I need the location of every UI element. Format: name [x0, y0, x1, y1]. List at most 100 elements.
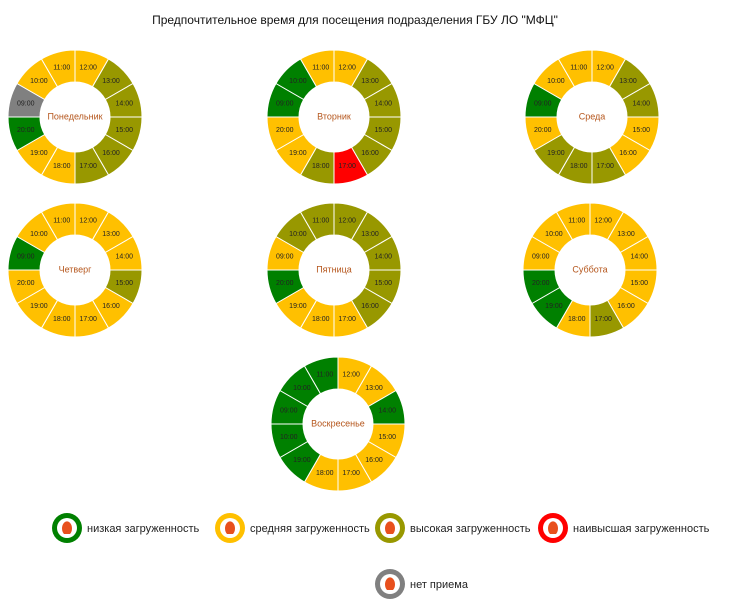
hour-label: 17:00 [79, 163, 97, 170]
hour-label: 16:00 [102, 303, 120, 310]
hour-label: 18:00 [312, 316, 330, 323]
legend-icon-logo [385, 577, 396, 590]
hour-label: 13:00 [617, 231, 635, 238]
hour-label: 13:00 [361, 78, 379, 85]
legend-icon-logo [548, 521, 558, 534]
hour-label: 11:00 [312, 218, 329, 225]
legend-icon-logo [225, 521, 235, 534]
title: Предпочтительное время для посещения под… [152, 13, 558, 27]
hour-label: 10:00 [293, 385, 311, 392]
legend-icon-logo [385, 521, 396, 534]
hour-label: 13:00 [619, 78, 637, 85]
hour-label: 13:00 [361, 231, 379, 238]
hour-label: 14:00 [374, 101, 392, 108]
day-label: Воскресенье [311, 418, 365, 428]
hour-label: 11:00 [316, 372, 333, 379]
hour-label: 09:00 [532, 254, 550, 261]
legend-label: средняя загруженность [250, 523, 370, 535]
hour-label: 16:00 [365, 457, 383, 464]
hour-label: 14:00 [632, 101, 650, 108]
hour-label: 17:00 [338, 316, 356, 323]
hour-label: 19:00 [293, 457, 311, 464]
hour-label: 11:00 [53, 218, 70, 225]
hour-label: 12:00 [594, 218, 612, 225]
hour-label: 09:00 [276, 254, 294, 261]
hour-label: 12:00 [596, 65, 614, 72]
hour-label: 15:00 [115, 127, 133, 134]
hour-label: 10:00 [30, 231, 48, 238]
hour-label: 10:00 [30, 78, 48, 85]
hour-label: 09:00 [17, 101, 35, 108]
hour-label: 20:00 [534, 127, 552, 134]
hour-label: 15:00 [632, 127, 650, 134]
hour-label: 10:00 [289, 78, 307, 85]
slot-segment [557, 49, 593, 88]
hour-label: 12:00 [79, 65, 97, 72]
hour-label: 18:00 [53, 163, 71, 170]
hour-label: 11:00 [570, 65, 587, 72]
hour-label: 20:00 [17, 127, 35, 134]
hour-label: 12:00 [342, 372, 360, 379]
hour-label: 19:00 [545, 303, 563, 310]
hour-label: 16:00 [361, 303, 379, 310]
hour-label: 20:00 [17, 280, 35, 287]
day-label: Четверг [59, 264, 93, 274]
hour-label: 12:00 [79, 218, 97, 225]
hour-label: 13:00 [102, 78, 120, 85]
slot-segment [40, 49, 76, 88]
hour-label: 10:00 [289, 231, 307, 238]
hour-label: 17:00 [338, 163, 356, 170]
hour-label: 17:00 [594, 316, 612, 323]
hour-label: 14:00 [630, 254, 648, 261]
hour-label: 15:00 [115, 280, 133, 287]
hour-label: 15:00 [374, 127, 392, 134]
day-label: Вторник [317, 111, 351, 121]
slot-segment [299, 49, 335, 88]
slot-segment [303, 356, 339, 395]
hour-label: 12:00 [338, 65, 356, 72]
hour-label: 13:00 [102, 231, 120, 238]
hour-label: 18:00 [316, 470, 334, 477]
hour-label: 18:00 [570, 163, 588, 170]
hour-label: 15:00 [374, 280, 392, 287]
hour-label: 11:00 [53, 65, 70, 72]
hour-label: 17:00 [596, 163, 614, 170]
hour-label: 09:00 [17, 254, 35, 261]
legend-label: высокая загруженность [410, 523, 531, 535]
hour-label: 12:00 [338, 218, 356, 225]
day-label: Пятница [316, 264, 352, 274]
day-label: Понедельник [47, 111, 102, 121]
hour-label: 14:00 [378, 408, 396, 415]
hour-label: 10:00 [545, 231, 563, 238]
slot-segment [555, 202, 591, 241]
hour-label: 17:00 [79, 316, 97, 323]
legend-icon-logo [61, 521, 72, 534]
hour-label: 14:00 [115, 254, 133, 261]
hour-label: 16:00 [619, 150, 637, 157]
hour-label: 19:00 [289, 303, 307, 310]
hour-label: 09:00 [534, 101, 552, 108]
day-label: Среда [579, 111, 606, 121]
hour-label: 10:00 [280, 434, 298, 441]
hour-label: 14:00 [115, 101, 133, 108]
day-label: Суббота [572, 264, 607, 274]
hour-label: 20:00 [276, 280, 294, 287]
hour-label: 20:00 [532, 280, 550, 287]
hour-label: 11:00 [568, 218, 585, 225]
hour-label: 18:00 [312, 163, 330, 170]
hour-label: 19:00 [30, 150, 48, 157]
hour-label: 18:00 [568, 316, 586, 323]
legend-label: наивысшая загруженность [573, 523, 710, 535]
hour-label: 16:00 [617, 303, 635, 310]
hour-label: 18:00 [53, 316, 71, 323]
hour-label: 14:00 [374, 254, 392, 261]
hour-label: 16:00 [361, 150, 379, 157]
hour-label: 20:00 [276, 127, 294, 134]
hour-label: 16:00 [102, 150, 120, 157]
legend-label: нет приема [410, 579, 469, 591]
slot-segment [299, 202, 335, 241]
hour-label: 19:00 [30, 303, 48, 310]
hour-label: 17:00 [342, 470, 360, 477]
hour-label: 15:00 [630, 280, 648, 287]
